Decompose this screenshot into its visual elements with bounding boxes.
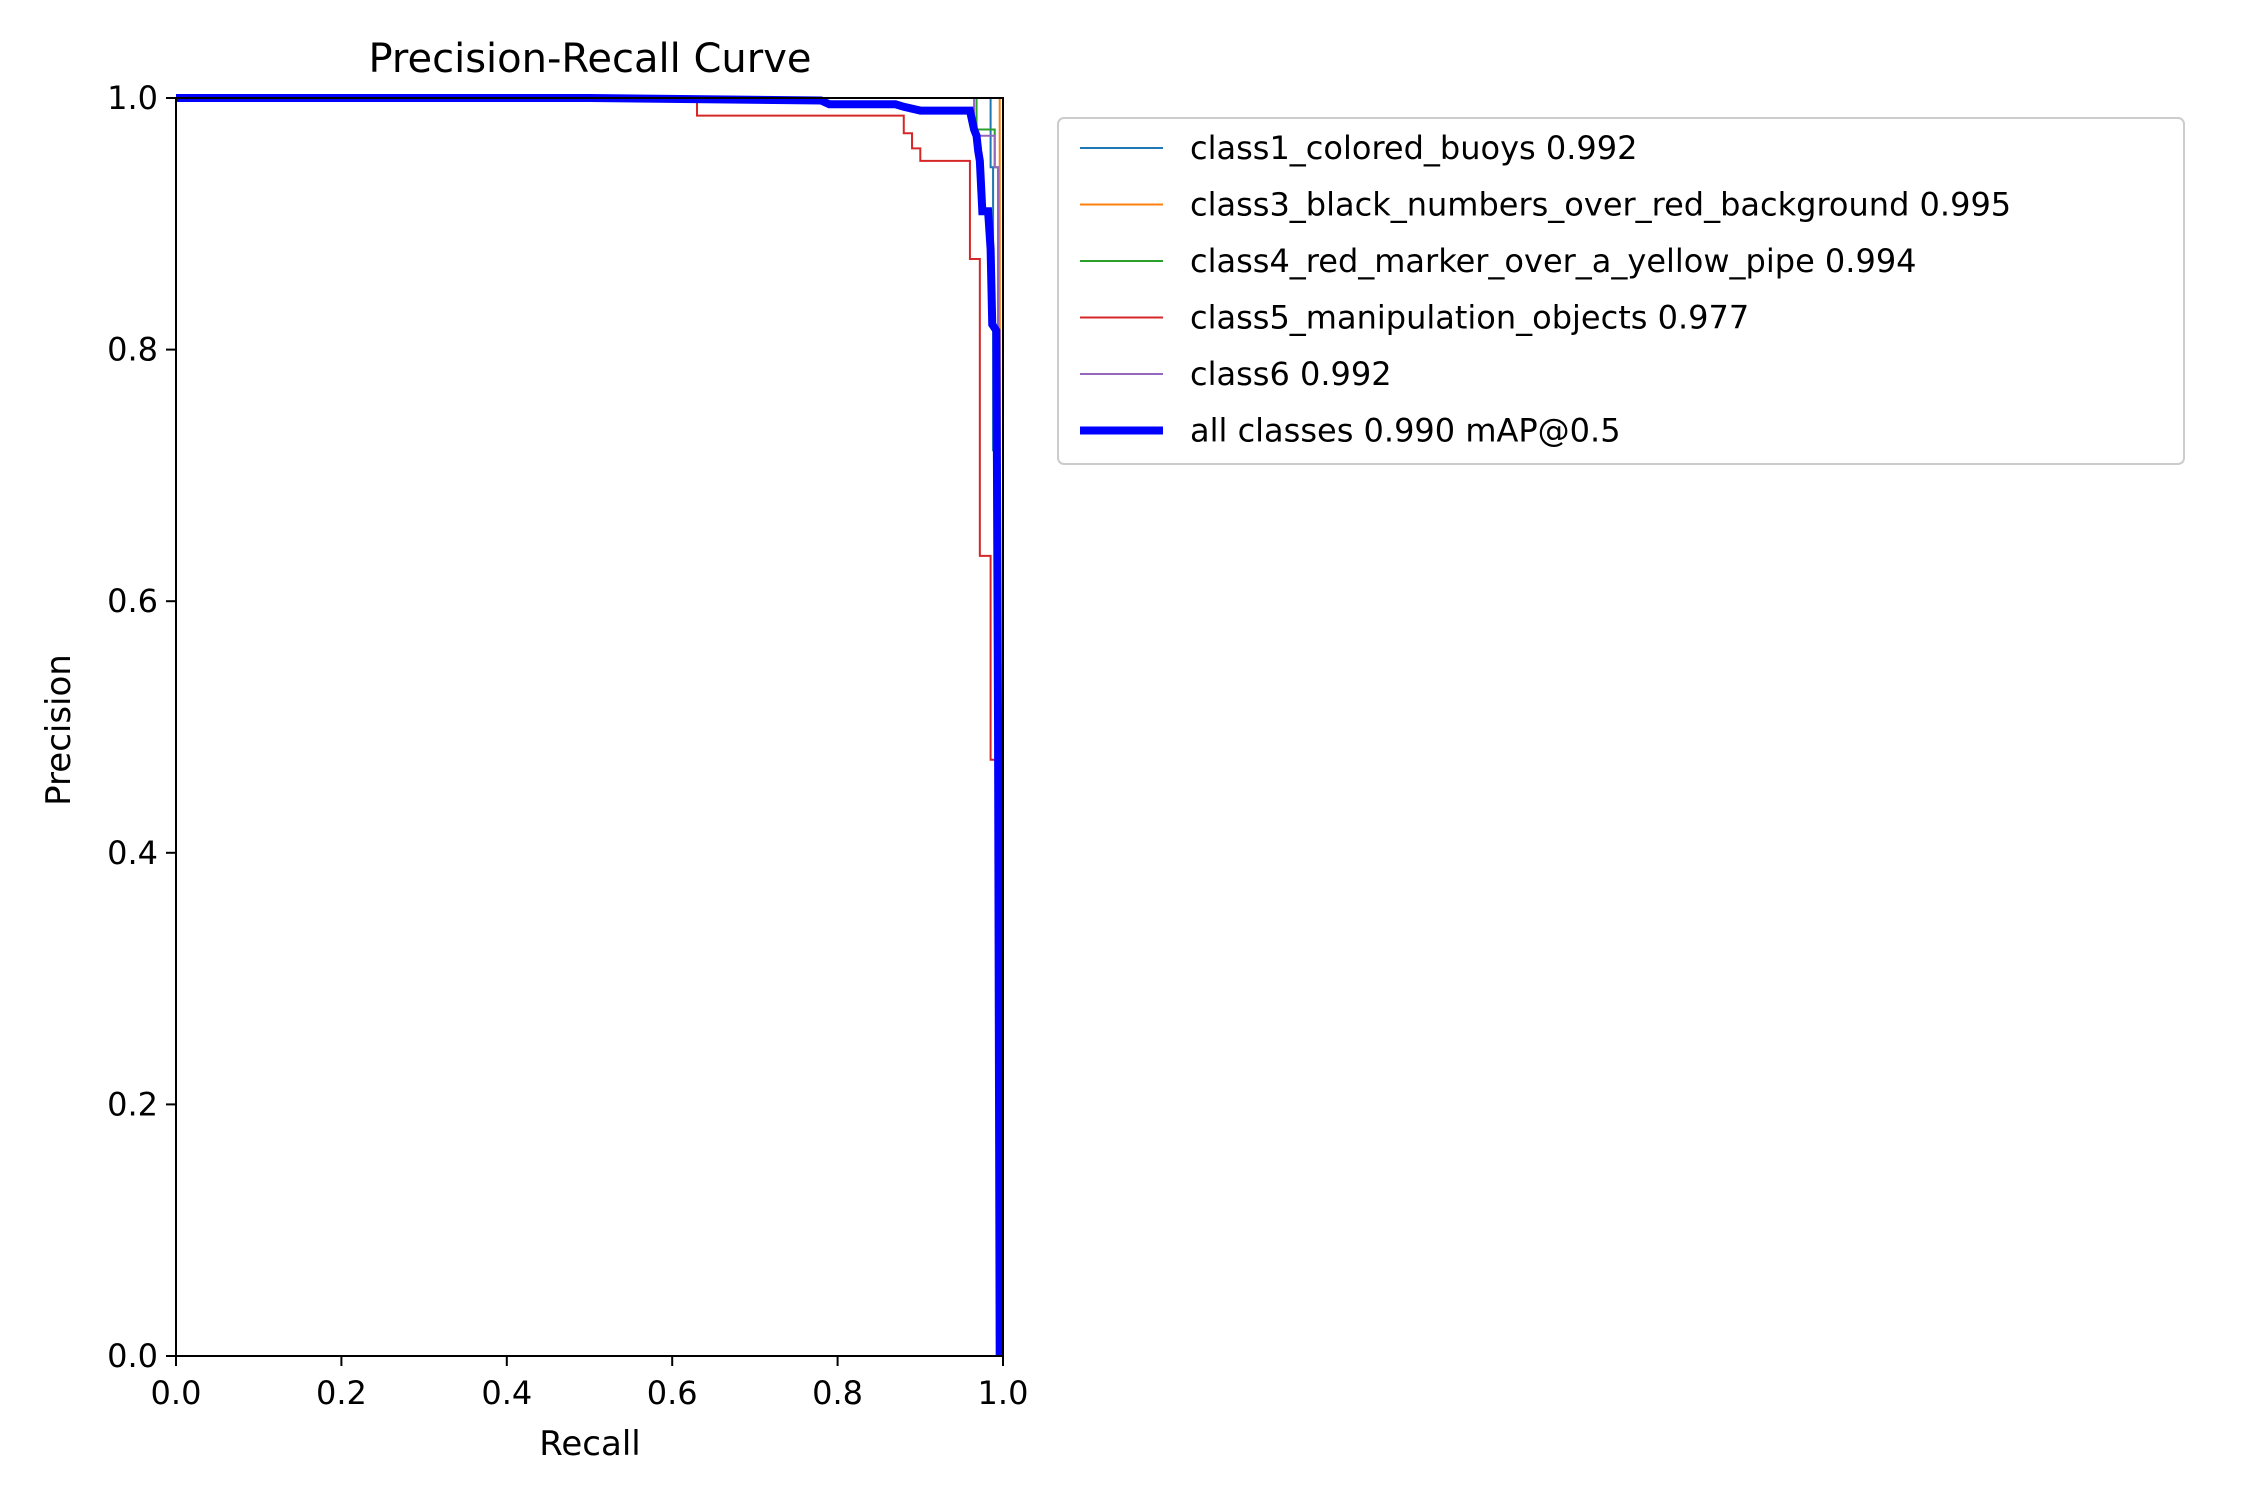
x-tick-label: 0.2 [316, 1374, 367, 1412]
x-tick-label: 1.0 [978, 1374, 1029, 1412]
x-axis-label: Recall [539, 1424, 640, 1464]
legend-label: class4_red_marker_over_a_yellow_pipe 0.9… [1190, 242, 1917, 280]
series-line-5 [176, 94, 1004, 1357]
legend: class1_colored_buoys 0.992 class3_black_n… [1057, 117, 2185, 465]
y-tick-label: 0.4 [107, 834, 158, 872]
y-axis-label: Precision [39, 654, 79, 806]
y-axis: 0.0 0.2 0.4 0.6 0.8 1.0 [107, 79, 176, 1375]
plot-area [175, 94, 1004, 1357]
y-tick-label: 0.2 [107, 1085, 158, 1123]
legend-label: class1_colored_buoys 0.992 [1190, 129, 1637, 167]
x-tick-label: 0.0 [151, 1374, 202, 1412]
chart-title: Precision-Recall Curve [369, 36, 812, 82]
legend-label: class5_manipulation_objects 0.977 [1190, 299, 1749, 337]
x-tick-label: 0.6 [647, 1374, 698, 1412]
legend-label: all classes 0.990 mAP@0.5 [1190, 412, 1621, 450]
y-tick-label: 0.6 [107, 582, 158, 620]
plot-background [176, 98, 1003, 1356]
y-tick-label: 0.8 [107, 331, 158, 369]
legend-items: class1_colored_buoys 0.992 class3_black_n… [1080, 129, 2011, 450]
plot-frame [175, 97, 1004, 1357]
x-tick-label: 0.8 [812, 1374, 863, 1412]
x-axis: 0.0 0.2 0.4 0.6 0.8 1.0 [151, 1356, 1029, 1412]
y-tick-label: 0.0 [107, 1337, 158, 1375]
legend-label: class3_black_numbers_over_red_background… [1190, 186, 2011, 224]
x-tick-label: 0.4 [481, 1374, 532, 1412]
legend-box [1057, 117, 2185, 465]
legend-label: class6 0.992 [1190, 355, 1392, 393]
series-line-3 [176, 97, 1000, 1356]
y-tick-label: 1.0 [107, 79, 158, 117]
